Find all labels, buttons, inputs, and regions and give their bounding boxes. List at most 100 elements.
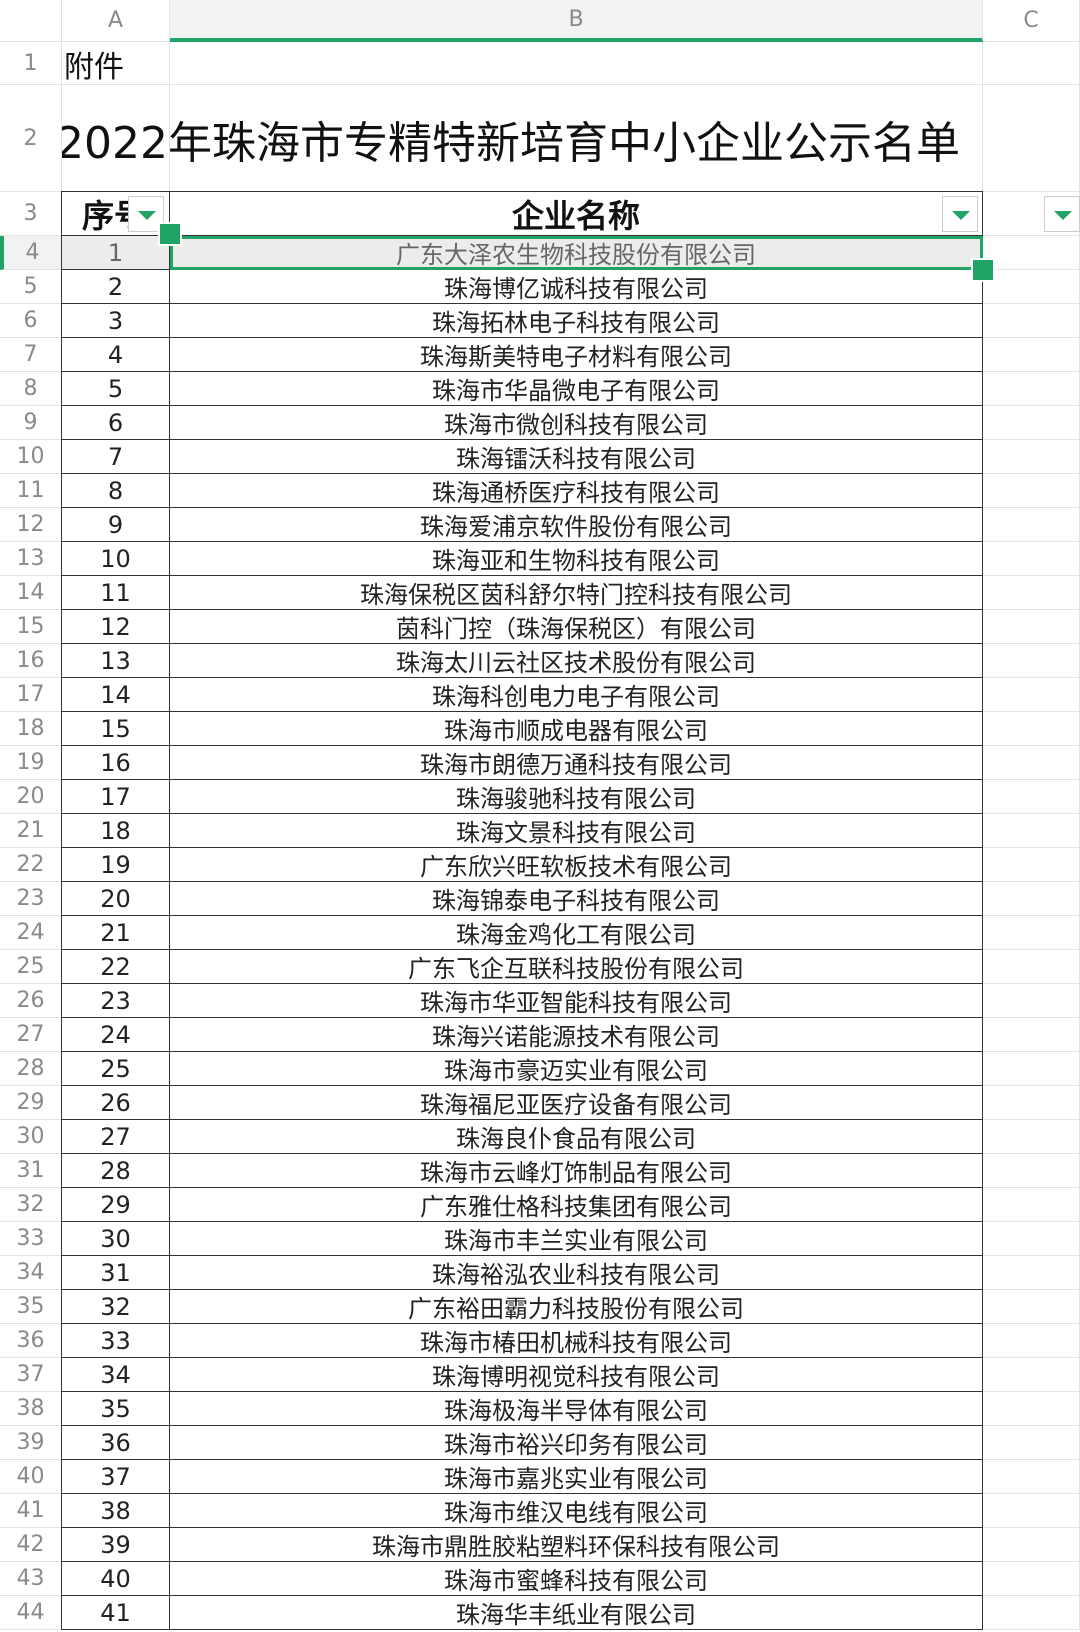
company-name[interactable]: 珠海市华晶微电子有限公司 — [169, 371, 983, 406]
company-name[interactable]: 珠海市丰兰实业有限公司 — [169, 1221, 983, 1256]
sequence-number[interactable]: 14 — [61, 677, 170, 712]
sequence-number[interactable]: 17 — [61, 779, 170, 814]
row-header[interactable]: 11 — [0, 474, 62, 508]
column-header[interactable]: A — [62, 0, 170, 42]
company-name[interactable]: 珠海福尼亚医疗设备有限公司 — [169, 1085, 983, 1120]
sequence-number[interactable]: 30 — [61, 1221, 170, 1256]
company-name[interactable]: 珠海亚和生物科技有限公司 — [169, 541, 983, 576]
sequence-number[interactable]: 32 — [61, 1289, 170, 1324]
row-header[interactable]: 5 — [0, 270, 62, 304]
sequence-number[interactable]: 37 — [61, 1459, 170, 1494]
sequence-number[interactable]: 31 — [61, 1255, 170, 1290]
row-header[interactable]: 1 — [0, 42, 62, 85]
company-name[interactable]: 珠海兴诺能源技术有限公司 — [169, 1017, 983, 1052]
company-name[interactable]: 珠海华丰纸业有限公司 — [169, 1595, 983, 1630]
sequence-number[interactable]: 28 — [61, 1153, 170, 1188]
sequence-number[interactable]: 36 — [61, 1425, 170, 1460]
row-header[interactable]: 20 — [0, 780, 62, 814]
row-header[interactable]: 6 — [0, 304, 62, 338]
filter-button[interactable] — [942, 196, 978, 232]
sequence-number[interactable]: 35 — [61, 1391, 170, 1426]
company-name[interactable]: 广东大泽农生物科技股份有限公司 — [169, 235, 983, 270]
sequence-number[interactable]: 21 — [61, 915, 170, 950]
row-header[interactable]: 21 — [0, 814, 62, 848]
row-header[interactable]: 33 — [0, 1222, 62, 1256]
company-name[interactable]: 珠海金鸡化工有限公司 — [169, 915, 983, 950]
row-header[interactable]: 18 — [0, 712, 62, 746]
row-header[interactable]: 2 — [0, 85, 62, 192]
sequence-number[interactable]: 24 — [61, 1017, 170, 1052]
row-header[interactable]: 41 — [0, 1494, 62, 1528]
sequence-number[interactable]: 2 — [61, 269, 170, 304]
filter-button[interactable] — [1044, 196, 1080, 232]
row-header[interactable]: 19 — [0, 746, 62, 780]
company-name[interactable]: 广东欣兴旺软板技术有限公司 — [169, 847, 983, 882]
company-name[interactable]: 珠海市鼎胜胶粘塑料环保科技有限公司 — [169, 1527, 983, 1562]
row-header[interactable]: 39 — [0, 1426, 62, 1460]
company-name[interactable]: 珠海市豪迈实业有限公司 — [169, 1051, 983, 1086]
row-header[interactable]: 37 — [0, 1358, 62, 1392]
company-name[interactable]: 珠海良仆食品有限公司 — [169, 1119, 983, 1154]
sequence-number[interactable]: 27 — [61, 1119, 170, 1154]
sequence-number[interactable]: 38 — [61, 1493, 170, 1528]
company-name[interactable]: 珠海市微创科技有限公司 — [169, 405, 983, 440]
sequence-number[interactable]: 15 — [61, 711, 170, 746]
company-name[interactable]: 珠海太川云社区技术股份有限公司 — [169, 643, 983, 678]
row-header[interactable]: 12 — [0, 508, 62, 542]
sequence-number[interactable]: 29 — [61, 1187, 170, 1222]
sequence-number[interactable]: 34 — [61, 1357, 170, 1392]
row-header[interactable]: 26 — [0, 984, 62, 1018]
selection-handle[interactable] — [158, 222, 182, 246]
sequence-number[interactable]: 10 — [61, 541, 170, 576]
company-name[interactable]: 珠海市蜜蜂科技有限公司 — [169, 1561, 983, 1596]
company-name[interactable]: 珠海爱浦京软件股份有限公司 — [169, 507, 983, 542]
row-header[interactable]: 24 — [0, 916, 62, 950]
sequence-number[interactable]: 12 — [61, 609, 170, 644]
row-header[interactable]: 32 — [0, 1188, 62, 1222]
sequence-number[interactable]: 9 — [61, 507, 170, 542]
sequence-number[interactable]: 33 — [61, 1323, 170, 1358]
row-header[interactable]: 27 — [0, 1018, 62, 1052]
sequence-number[interactable]: 3 — [61, 303, 170, 338]
sequence-number[interactable]: 23 — [61, 983, 170, 1018]
row-header[interactable]: 43 — [0, 1562, 62, 1596]
sequence-number[interactable]: 39 — [61, 1527, 170, 1562]
company-name[interactable]: 珠海锦泰电子科技有限公司 — [169, 881, 983, 916]
row-header[interactable]: 36 — [0, 1324, 62, 1358]
company-name[interactable]: 珠海骏驰科技有限公司 — [169, 779, 983, 814]
sequence-number[interactable]: 41 — [61, 1595, 170, 1630]
sequence-number[interactable]: 7 — [61, 439, 170, 474]
row-header[interactable]: 42 — [0, 1528, 62, 1562]
column-header[interactable]: B — [170, 0, 983, 42]
row-header[interactable]: 7 — [0, 338, 62, 372]
row-header[interactable]: 23 — [0, 882, 62, 916]
row-header[interactable]: 30 — [0, 1120, 62, 1154]
row-header[interactable]: 38 — [0, 1392, 62, 1426]
company-name[interactable]: 珠海保税区茵科舒尔特门控科技有限公司 — [169, 575, 983, 610]
row-header[interactable]: 35 — [0, 1290, 62, 1324]
row-header[interactable]: 10 — [0, 440, 62, 474]
sequence-number[interactable]: 25 — [61, 1051, 170, 1086]
row-header[interactable]: 8 — [0, 372, 62, 406]
company-name[interactable]: 茵科门控（珠海保税区）有限公司 — [169, 609, 983, 644]
row-header[interactable]: 40 — [0, 1460, 62, 1494]
row-header[interactable]: 15 — [0, 610, 62, 644]
sequence-number[interactable]: 4 — [61, 337, 170, 372]
row-header[interactable]: 44 — [0, 1596, 62, 1630]
row-header[interactable]: 4 — [0, 236, 62, 270]
column-header[interactable]: C — [983, 0, 1080, 42]
sequence-number[interactable]: 16 — [61, 745, 170, 780]
row-header[interactable]: 14 — [0, 576, 62, 610]
sequence-number[interactable]: 6 — [61, 405, 170, 440]
company-name[interactable]: 珠海市朗德万通科技有限公司 — [169, 745, 983, 780]
company-name[interactable]: 广东雅仕格科技集团有限公司 — [169, 1187, 983, 1222]
company-name[interactable]: 珠海极海半导体有限公司 — [169, 1391, 983, 1426]
company-name[interactable]: 珠海市维汉电线有限公司 — [169, 1493, 983, 1528]
sequence-number[interactable]: 18 — [61, 813, 170, 848]
company-name[interactable]: 珠海科创电力电子有限公司 — [169, 677, 983, 712]
sequence-number[interactable]: 20 — [61, 881, 170, 916]
sequence-number[interactable]: 22 — [61, 949, 170, 984]
row-header[interactable]: 31 — [0, 1154, 62, 1188]
company-name[interactable]: 珠海博明视觉科技有限公司 — [169, 1357, 983, 1392]
row-header[interactable]: 13 — [0, 542, 62, 576]
